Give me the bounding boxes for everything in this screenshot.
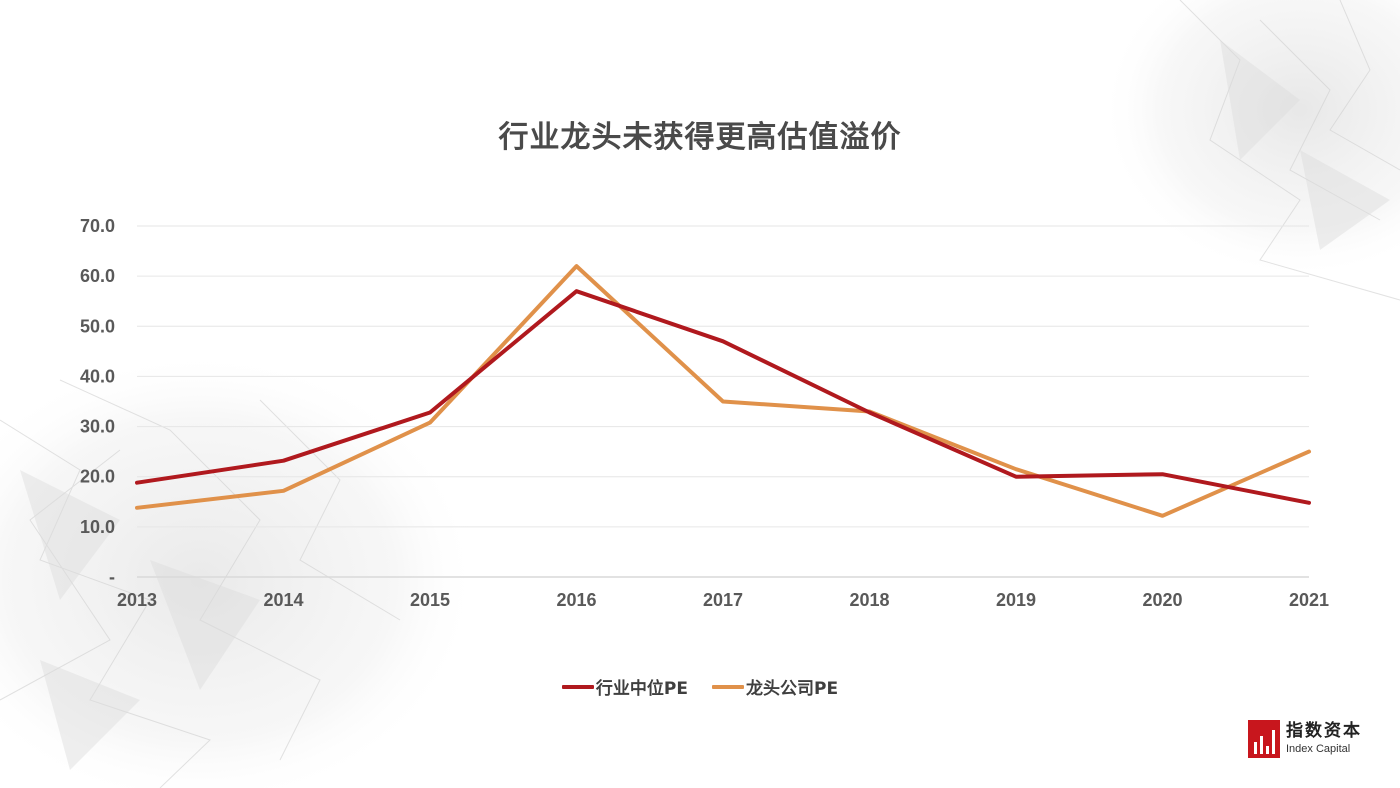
y-tick-label: 20.0: [80, 467, 115, 487]
x-tick-label: 2017: [703, 590, 743, 610]
legend-swatch-leader-company-pe: [712, 684, 744, 689]
x-tick-label: 2019: [996, 590, 1036, 610]
grid-layer: [137, 225, 1309, 578]
x-tick-label: 2021: [1289, 590, 1329, 610]
x-axis-ticks: 2013 2014 2015 2016 2017 2018 2019 2020 2021: [117, 590, 1329, 610]
y-tick-label: 60.0: [80, 266, 115, 286]
legend-item-leader-company-pe: 龙头公司PE: [712, 674, 838, 699]
y-tick-label: 30.0: [80, 417, 115, 437]
series-layer: [135, 264, 1311, 518]
x-tick-label: 2018: [849, 590, 889, 610]
legend-item-industry-median-pe: 行业中位PE: [561, 674, 688, 699]
y-tick-label: 70.0: [80, 216, 115, 236]
legend-label-industry-median-pe: 行业中位PE: [595, 679, 688, 699]
x-tick-label: 2013: [117, 590, 157, 610]
series-line-industry-median-pe: [135, 289, 1311, 505]
x-tick-label: 2015: [410, 590, 450, 610]
index-capital-logo: 指数资本 Index Capital: [1248, 720, 1362, 758]
legend-label-leader-company-pe: 龙头公司PE: [746, 679, 839, 699]
logo-text: 指数资本 Index Capital: [1286, 723, 1362, 755]
y-tick-label: 10.0: [80, 517, 115, 537]
y-tick-label: 50.0: [80, 316, 115, 336]
x-tick-label: 2016: [556, 590, 596, 610]
series-line-leader-company-pe: [135, 264, 1311, 518]
y-axis-ticks: - 10.0 20.0 30.0 40.0 50.0 60.0 70.0: [80, 216, 115, 587]
y-tick-label: -: [109, 567, 115, 587]
index-capital-logo-icon: [1248, 720, 1280, 758]
y-tick-label: 40.0: [80, 366, 115, 386]
x-tick-label: 2014: [263, 590, 303, 610]
logo-name-english: Index Capital: [1286, 743, 1351, 755]
legend: 行业中位PE 龙头公司PE: [0, 674, 1400, 699]
logo-name-chinese: 指数资本: [1286, 721, 1362, 741]
legend-swatch-industry-median-pe: [561, 684, 594, 689]
chart-title: 行业龙头未获得更高估值溢价: [498, 120, 902, 155]
x-tick-label: 2020: [1142, 590, 1182, 610]
